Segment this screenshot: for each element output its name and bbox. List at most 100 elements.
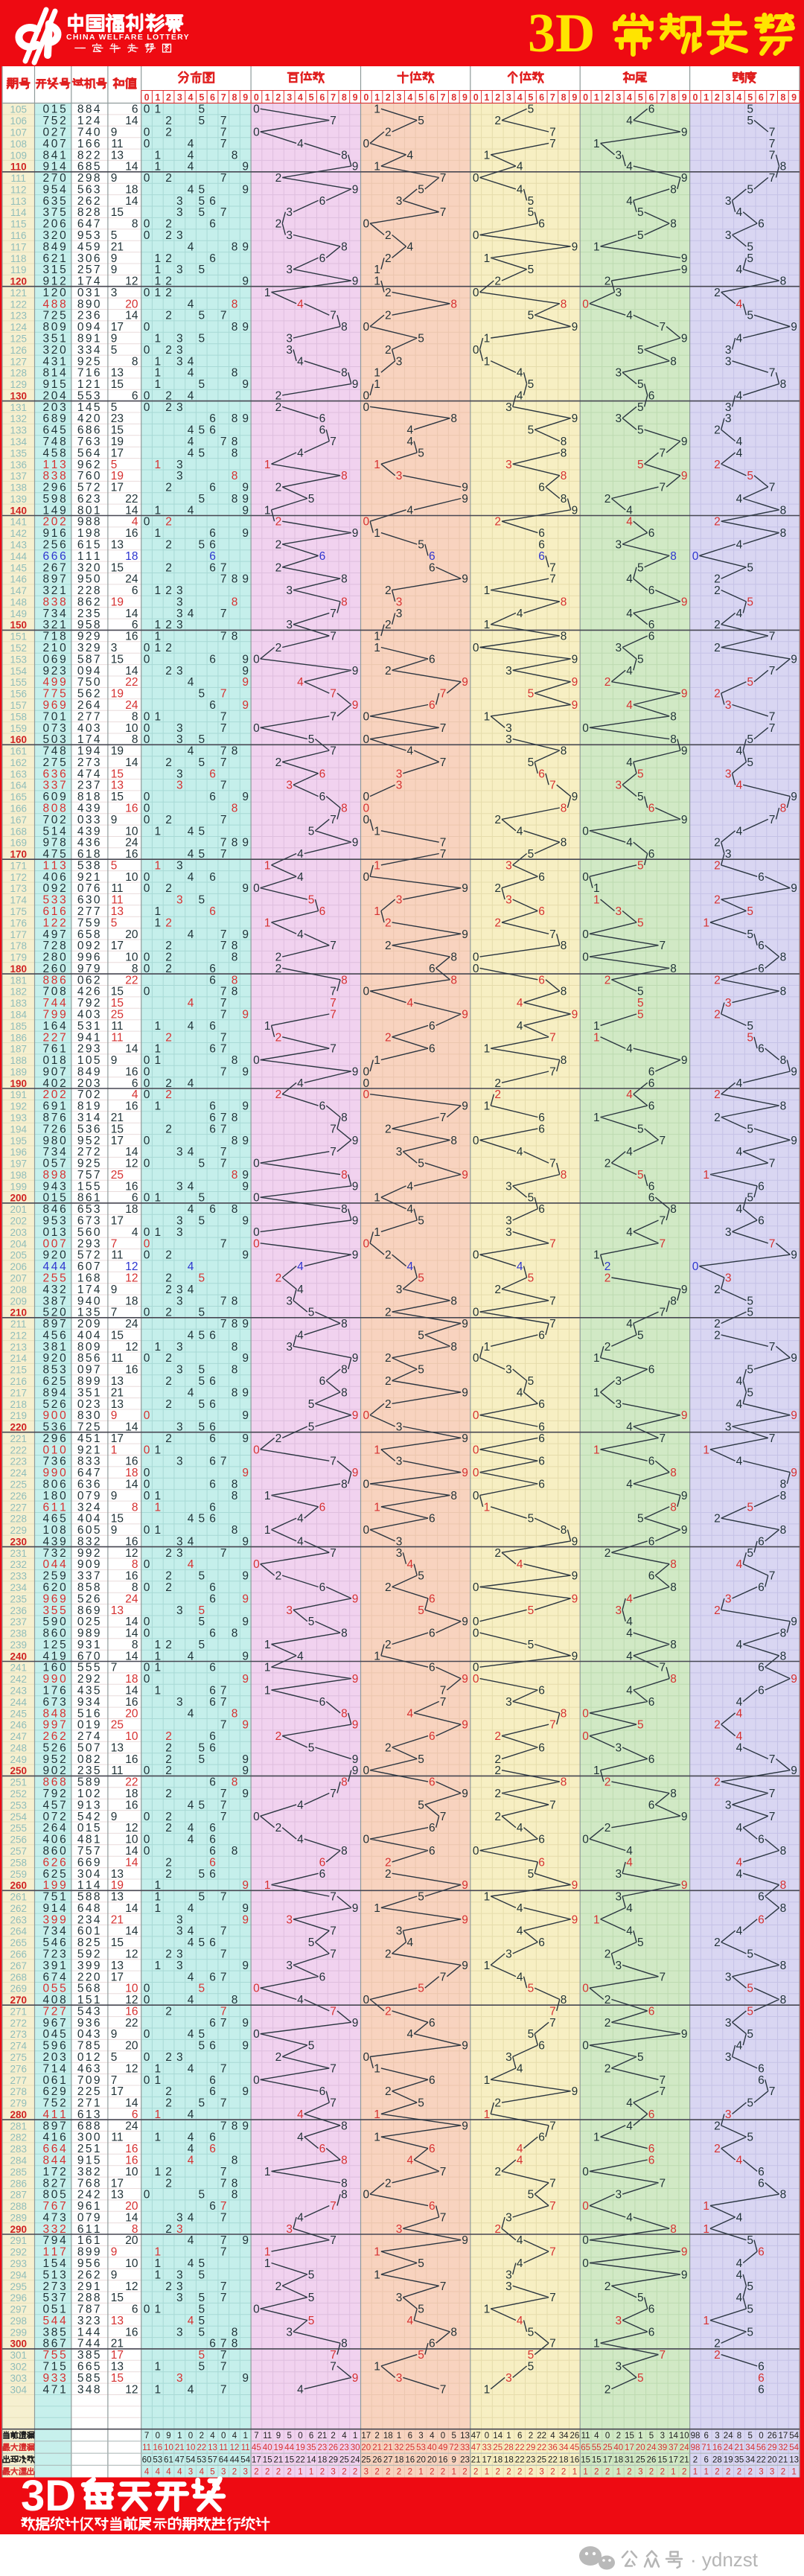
svg-text:2: 2 — [604, 1776, 611, 1789]
svg-text:5: 5 — [747, 2132, 753, 2144]
svg-text:403: 403 — [77, 1009, 100, 1021]
svg-text:3: 3 — [286, 344, 293, 357]
svg-text:206: 206 — [10, 1261, 28, 1272]
svg-text:2: 2 — [495, 2468, 500, 2477]
svg-text:13: 13 — [111, 539, 124, 552]
svg-text:14: 14 — [125, 1925, 138, 1938]
svg-text:2: 2 — [494, 814, 501, 826]
svg-text:7: 7 — [330, 2349, 336, 2362]
svg-text:045: 045 — [42, 2028, 66, 2041]
svg-text:068: 068 — [144, 1479, 238, 1491]
svg-text:481: 481 — [77, 1834, 100, 1846]
svg-text:298: 298 — [10, 2315, 28, 2327]
svg-text:7: 7 — [660, 92, 665, 103]
svg-text:347: 347 — [176, 1925, 227, 1938]
svg-text:3: 3 — [243, 2468, 247, 2477]
svg-text:8: 8 — [780, 1490, 787, 1502]
svg-text:5: 5 — [528, 195, 535, 208]
svg-text:082: 082 — [77, 1753, 100, 1766]
svg-text:25: 25 — [405, 2443, 415, 2452]
svg-text:489: 489 — [188, 240, 249, 253]
svg-text:1: 1 — [264, 2257, 271, 2270]
svg-text:7: 7 — [769, 1341, 776, 1354]
svg-text:8: 8 — [670, 183, 677, 196]
svg-text:5: 5 — [747, 756, 753, 769]
svg-text:2: 2 — [385, 1948, 392, 1961]
svg-text:2: 2 — [604, 493, 611, 506]
svg-text:5: 5 — [637, 1123, 644, 1135]
svg-text:979: 979 — [77, 963, 100, 975]
svg-text:3: 3 — [725, 2108, 732, 2121]
svg-text:094: 094 — [77, 321, 100, 334]
svg-text:217: 217 — [10, 1387, 28, 1398]
svg-text:2: 2 — [265, 2468, 269, 2477]
svg-text:4: 4 — [297, 871, 304, 884]
svg-text:9: 9 — [572, 1650, 578, 1662]
svg-text:7: 7 — [330, 688, 336, 701]
svg-text:19: 19 — [154, 1879, 249, 1892]
svg-text:7: 7 — [659, 2349, 666, 2362]
svg-text:1: 1 — [374, 859, 380, 872]
svg-text:4: 4 — [627, 92, 632, 103]
svg-text:CHINA WELFARE LOTTERY: CHINA WELFARE LOTTERY — [66, 33, 190, 42]
svg-text:755: 755 — [42, 2349, 66, 2362]
svg-text:1: 1 — [374, 264, 380, 276]
svg-text:8: 8 — [341, 1112, 348, 1124]
svg-text:914: 914 — [42, 1902, 66, 1915]
svg-text:5: 5 — [637, 1719, 644, 1732]
svg-text:9: 9 — [462, 2040, 468, 2053]
svg-text:357: 357 — [176, 2292, 227, 2304]
svg-text:897: 897 — [42, 573, 66, 586]
svg-text:105: 105 — [77, 1054, 100, 1067]
svg-text:53: 53 — [197, 2455, 206, 2464]
svg-text:0: 0 — [253, 1054, 260, 1067]
svg-text:270: 270 — [10, 1995, 28, 2006]
svg-text:144: 144 — [77, 2326, 100, 2339]
svg-text:536: 536 — [77, 1123, 100, 1135]
svg-text:9: 9 — [352, 2372, 359, 2385]
svg-text:1: 1 — [593, 1031, 600, 1044]
svg-text:589: 589 — [77, 1776, 100, 1789]
svg-text:0: 0 — [298, 2432, 302, 2440]
svg-text:05: 05 — [144, 1983, 205, 1995]
svg-text:2: 2 — [275, 951, 282, 964]
svg-text:725: 725 — [77, 1421, 100, 1434]
svg-text:856: 856 — [77, 1352, 100, 1365]
svg-text:9: 9 — [791, 1616, 797, 1628]
svg-text:68: 68 — [209, 1776, 237, 1789]
svg-text:7: 7 — [330, 2097, 336, 2110]
svg-text:7: 7 — [330, 1456, 336, 1468]
svg-text:609: 609 — [42, 791, 66, 803]
svg-text:2: 2 — [714, 642, 721, 654]
svg-text:138: 138 — [10, 482, 28, 494]
svg-text:261: 261 — [10, 1892, 28, 1903]
svg-text:145: 145 — [154, 2257, 205, 2270]
svg-text:7: 7 — [769, 814, 776, 826]
svg-text:3: 3 — [396, 768, 403, 780]
svg-text:351: 351 — [42, 333, 66, 345]
svg-text:4: 4 — [144, 2468, 150, 2477]
svg-text:347: 347 — [176, 608, 227, 620]
svg-text:2: 2 — [385, 2177, 392, 2190]
svg-text:9: 9 — [791, 1249, 797, 1262]
svg-text:10: 10 — [164, 2443, 173, 2452]
svg-text:40: 40 — [263, 2443, 272, 2452]
svg-text:046: 046 — [144, 871, 216, 884]
svg-text:7: 7 — [330, 1891, 336, 1904]
svg-text:4: 4 — [736, 745, 743, 758]
svg-text:4: 4 — [736, 1696, 743, 1709]
svg-text:1: 1 — [484, 2383, 491, 2396]
svg-text:117: 117 — [10, 241, 27, 252]
svg-text:078: 078 — [144, 986, 238, 998]
svg-text:605: 605 — [77, 1524, 100, 1537]
svg-text:1: 1 — [593, 882, 600, 895]
svg-text:3: 3 — [505, 894, 512, 907]
svg-text:15: 15 — [111, 561, 124, 574]
svg-text:016: 016 — [144, 1662, 216, 1674]
svg-text:147: 147 — [10, 585, 28, 596]
svg-text:3: 3 — [396, 894, 403, 907]
svg-text:125: 125 — [42, 1639, 66, 1651]
svg-text:0: 0 — [363, 1524, 369, 1537]
svg-text:191: 191 — [10, 1089, 28, 1100]
svg-text:899: 899 — [77, 2246, 100, 2259]
